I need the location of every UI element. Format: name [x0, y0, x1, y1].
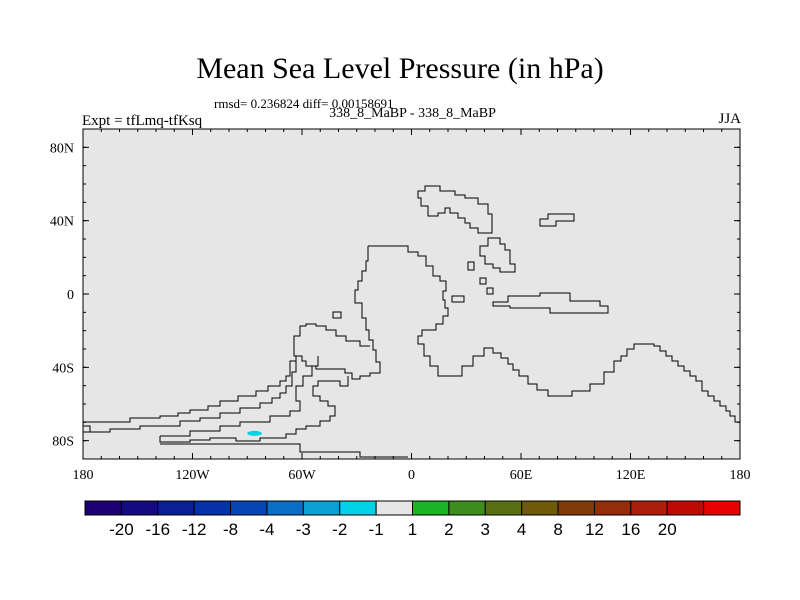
colorbar-label: 3: [481, 520, 490, 539]
colorbar-label: -20: [109, 520, 134, 539]
x-tick-label: 60W: [288, 468, 316, 483]
colorbar-box: [230, 500, 268, 516]
colorbar-label: 8: [553, 520, 562, 539]
coastline-south-b: [83, 323, 370, 433]
x-tick-label: 120W: [175, 468, 210, 483]
colorbar-box: [302, 500, 341, 516]
colorbar-label: 16: [621, 520, 640, 539]
coastline-asia: [479, 237, 516, 273]
season-label: JJA: [718, 111, 741, 127]
coastline-bottom: [83, 425, 408, 458]
colorbar-box: [484, 500, 523, 516]
colorbar-box: [120, 500, 159, 516]
x-tick-label: 180: [73, 468, 94, 483]
colorbar-label: -8: [223, 520, 238, 539]
colorbar-label: 1: [408, 520, 417, 539]
anomaly-patches: [247, 430, 262, 436]
colorbar-label: 2: [444, 520, 453, 539]
y-tick-label: 0: [67, 288, 74, 303]
colorbar-box: [593, 500, 632, 516]
x-tick-label: 120E: [616, 468, 646, 483]
coastline-island-e: [451, 295, 465, 303]
map-field: [83, 129, 740, 459]
coastline-island-a: [539, 213, 575, 227]
chart-subtitle: 338_8_MaBP - 338_8_MaBP: [329, 106, 496, 121]
coastline-island-b: [467, 261, 475, 271]
chart-title: Mean Sea Level Pressure (in hPa): [196, 52, 604, 85]
experiment-label: Expt = tfLmq-tfKsq: [82, 113, 203, 129]
colorbar-label: 12: [585, 520, 604, 539]
coastlines: [83, 185, 740, 458]
colorbar: -20 -16 -12 -8 -4 -3 -2 -1 1 2 3 4 8 12 16 20: [84, 500, 741, 539]
coastline-island-f: [332, 311, 342, 319]
y-axis: 80N 40N 0 40S 80S: [50, 128, 740, 460]
y-tick-label: 40S: [52, 361, 74, 376]
coastline-arc: [492, 292, 609, 314]
y-tick-label: 40N: [50, 215, 74, 230]
colorbar-box: [448, 500, 486, 516]
coastline-island-d: [486, 287, 494, 295]
coastline-antarctic-b: [159, 376, 349, 443]
coastline-africa-eurasia: [417, 185, 493, 234]
anomaly-patch-0: [247, 430, 262, 436]
coastline-island-c: [479, 277, 487, 285]
colorbar-box: [630, 500, 668, 516]
y-tick-label: 80S: [52, 435, 74, 450]
colorbar-label: 20: [658, 520, 677, 539]
stats-label: rmsd= 0.236824 diff= 0.00158691: [214, 96, 394, 111]
colorbar-label: 4: [517, 520, 526, 539]
colorbar-label: -4: [259, 520, 274, 539]
x-tick-label: 60E: [510, 468, 533, 483]
colorbar-label: -3: [296, 520, 311, 539]
colorbar-label: -1: [369, 520, 384, 539]
x-axis: 180 120W 60W 0 60E 120E 180: [73, 129, 751, 483]
coastline-main: [368, 245, 740, 423]
colorbar-label: -12: [182, 520, 207, 539]
colorbar-box: [375, 500, 414, 516]
colorbar-box: [666, 500, 705, 516]
colorbar-box: [521, 500, 559, 516]
colorbar-label: -2: [332, 520, 347, 539]
coastline-antarctic-a: [160, 356, 319, 437]
colorbar-label: -16: [145, 520, 170, 539]
y-tick-label: 80N: [50, 141, 74, 156]
colorbar-box: [266, 500, 304, 516]
colorbar-box: [412, 500, 450, 516]
colorbar-box: [84, 500, 122, 516]
x-tick-label: 180: [730, 468, 751, 483]
colorbar-box: [339, 500, 377, 516]
colorbar-box: [193, 500, 232, 516]
x-tick-label: 0: [408, 468, 415, 483]
colorbar-box: [703, 500, 741, 516]
colorbar-box: [157, 500, 195, 516]
colorbar-box: [557, 500, 595, 516]
